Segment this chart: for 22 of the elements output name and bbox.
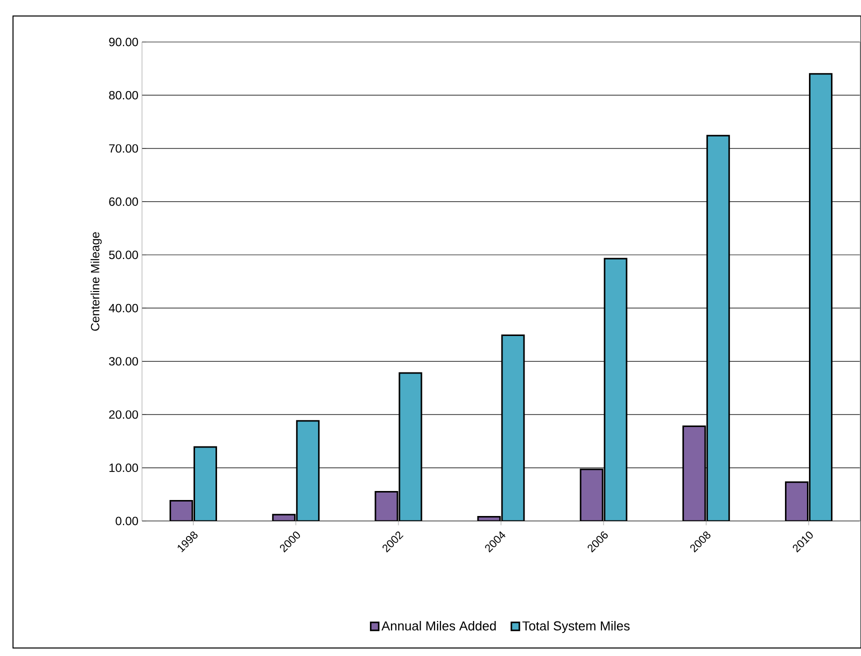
y-tick-label: 60.00: [109, 197, 138, 206]
bar: [706, 134, 730, 521]
y-tick-label: 30.00: [109, 357, 138, 366]
y-tick-label: 80.00: [109, 90, 138, 100]
y-tick-label: 90.00: [109, 38, 138, 46]
legend-label: Annual Miles Added: [381, 620, 496, 630]
bar: [604, 258, 628, 521]
y-tick-label: 20.00: [109, 410, 138, 419]
bar: [501, 334, 525, 521]
bar: [398, 372, 422, 521]
bar: [808, 73, 832, 521]
bar: [682, 426, 706, 521]
legend-label: Total System Miles: [522, 620, 630, 634]
y-tick-label: 0.00: [116, 516, 138, 526]
y-tick-label: 10.00: [109, 464, 138, 472]
y-tick-label: 50.00: [109, 250, 138, 260]
y-tick-label: 70.00: [109, 144, 138, 153]
y-axis-title: Centerline Mileage: [90, 232, 102, 331]
bar: [296, 420, 320, 521]
bar: [194, 446, 218, 521]
y-tick-label: 40.00: [108, 304, 138, 312]
bar: [580, 468, 604, 521]
